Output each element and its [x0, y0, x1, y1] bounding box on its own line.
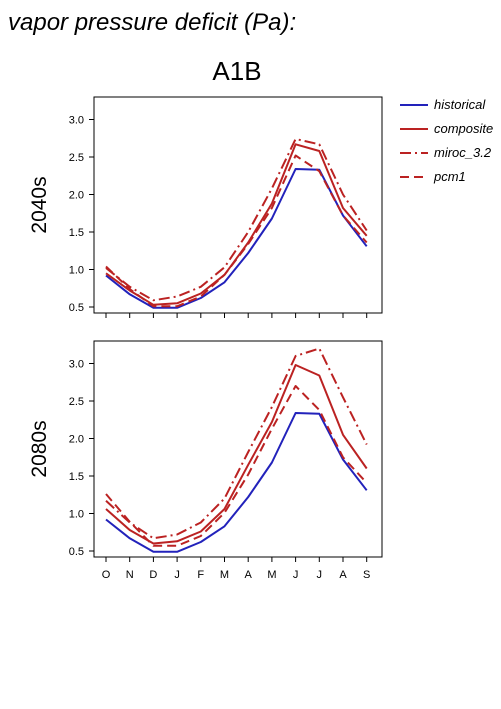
y-tick-label: 2.0 [69, 434, 84, 446]
series-line-historical [105, 168, 368, 309]
panel-label: 2040s [28, 176, 51, 233]
x-tick-label: J [293, 569, 299, 581]
series-line-composite [105, 364, 368, 545]
y-tick-label: 1.0 [69, 265, 84, 277]
panel-label: 2080s [28, 420, 51, 477]
legend-label: composite [434, 121, 493, 136]
x-tick-label: J [174, 569, 180, 581]
legend-label: historical [434, 97, 486, 112]
series-line-pcm1 [105, 385, 368, 547]
y-tick-label: 2.5 [69, 152, 84, 164]
series-line-historical [105, 412, 368, 553]
x-tick-label: O [102, 569, 111, 581]
y-tick-label: 3.0 [69, 115, 84, 127]
x-tick-label: A [245, 569, 253, 581]
y-tick-label: 0.5 [69, 302, 84, 314]
panel-2040s: 0.5 1.0 1.5 2.0 2.5 3.0 2040s [28, 96, 383, 318]
legend-label: pcm1 [433, 169, 466, 184]
y-tick-label: 3.0 [69, 359, 84, 371]
plot-frame [93, 96, 383, 314]
x-tick-label: D [149, 569, 157, 581]
x-tick-label: S [363, 569, 370, 581]
x-tick-label: N [126, 569, 134, 581]
x-tick-label: J [317, 569, 323, 581]
panel-2080s: 0.5 1.0 1.5 2.0 2.5 3.0 O N D J F M A M J J A S 2080s [28, 340, 383, 581]
legend: historical composite miroc_3.2 pcm1 [400, 97, 493, 184]
x-tick-label: M [267, 569, 276, 581]
y-tick-label: 0.5 [69, 546, 84, 558]
x-tick-label: M [220, 569, 229, 581]
scenario-title: A1B [212, 56, 261, 86]
series-line-composite [105, 143, 368, 306]
figure-title: vapor pressure deficit (Pa): [8, 9, 296, 36]
series-line-pcm1 [105, 154, 368, 308]
series-line-miroc-3-2 [105, 138, 368, 302]
series-line-miroc-3-2 [105, 347, 368, 540]
plot-frame [93, 340, 383, 558]
y-tick-label: 2.0 [69, 190, 84, 202]
y-tick-label: 1.5 [69, 471, 84, 483]
y-tick-label: 1.0 [69, 509, 84, 521]
y-tick-label: 1.5 [69, 227, 84, 239]
x-tick-label: A [339, 569, 347, 581]
y-tick-label: 2.5 [69, 396, 84, 408]
legend-label: miroc_3.2 [434, 145, 492, 160]
x-tick-label: F [197, 569, 204, 581]
chart-panels: 0.5 1.0 1.5 2.0 2.5 3.0 2040s 0.5 1.0 1.5 2.0 2.5 3.… [28, 96, 383, 581]
